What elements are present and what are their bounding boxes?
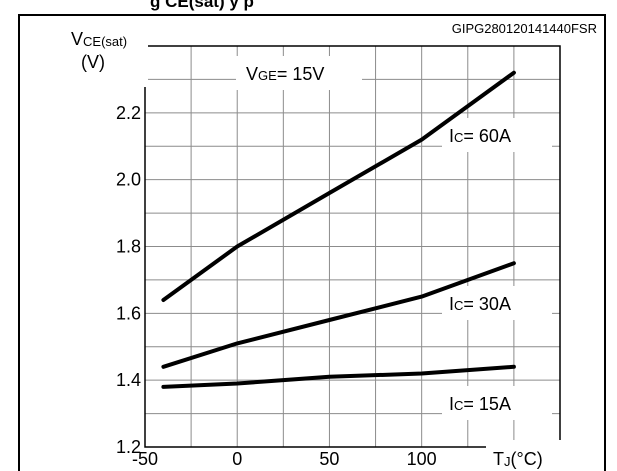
vge-annotation-main: V: [246, 64, 258, 84]
series-label-15a-rest: = 15A: [463, 394, 511, 414]
label-mask-15a: [442, 386, 552, 420]
series-label-15a-sub: C: [454, 398, 463, 413]
series-label-60a: IC= 60A: [449, 126, 511, 146]
vge-annotation-rest: = 15V: [277, 64, 325, 84]
x-tick-label: 50: [319, 449, 339, 469]
y-tick-label: 1.8: [116, 237, 141, 257]
series-label-30a-sub: C: [454, 298, 463, 313]
y-axis-label: VCE(sat): [71, 29, 127, 49]
y-axis-unit: (V): [81, 52, 105, 72]
series-label-30a-rest: = 30A: [463, 294, 511, 314]
header-fragment: g CE(sat) y p: [150, 0, 254, 11]
vge-annotation-sub: GE: [258, 68, 277, 83]
x-tick-label: 0: [232, 449, 242, 469]
y-tick-label: 1.2: [116, 437, 141, 457]
chart-frame: [18, 14, 606, 471]
xlabel-mask: [486, 440, 604, 470]
series-group: [161, 70, 516, 389]
series-label-60a-rest: = 60A: [463, 126, 511, 146]
series-label-60a-sub: C: [454, 130, 463, 145]
x-tick-label: 100: [407, 449, 437, 469]
annotation-mask: [236, 56, 362, 90]
y-tick-label: 2.0: [116, 170, 141, 190]
label-mask-30a: [442, 286, 552, 320]
x-axis-label-unit: (°C): [511, 449, 543, 469]
figure-code: GIPG280120141440FSR: [452, 21, 597, 36]
series-line-30a: [161, 261, 516, 369]
series-label-15a: IC= 15A: [449, 394, 511, 414]
y-axis-label-sub: CE(sat): [83, 34, 127, 49]
series-line-15a: [161, 364, 516, 389]
y-tick-label: 2.2: [116, 103, 141, 123]
label-mask-60a: [442, 118, 552, 152]
ylabel-mask: [68, 29, 148, 87]
x-axis-label-sub: J: [504, 454, 511, 469]
y-tick-label: 1.6: [116, 303, 141, 323]
x-tick-label: -50: [132, 449, 158, 469]
series-label-30a-main: I: [449, 294, 454, 314]
y-tick-label: 1.4: [116, 370, 141, 390]
y-axis-label-main: V: [71, 29, 83, 49]
x-axis-label: TJ(°C): [493, 449, 543, 469]
vge-annotation: VGE= 15V: [246, 64, 324, 84]
series-label-30a: IC= 30A: [449, 294, 511, 314]
series-label-15a-main: I: [449, 394, 454, 414]
x-axis-label-main: T: [493, 449, 504, 469]
plot-area: [144, 45, 561, 448]
series-line-60a: [161, 70, 516, 302]
series-label-60a-main: I: [449, 126, 454, 146]
